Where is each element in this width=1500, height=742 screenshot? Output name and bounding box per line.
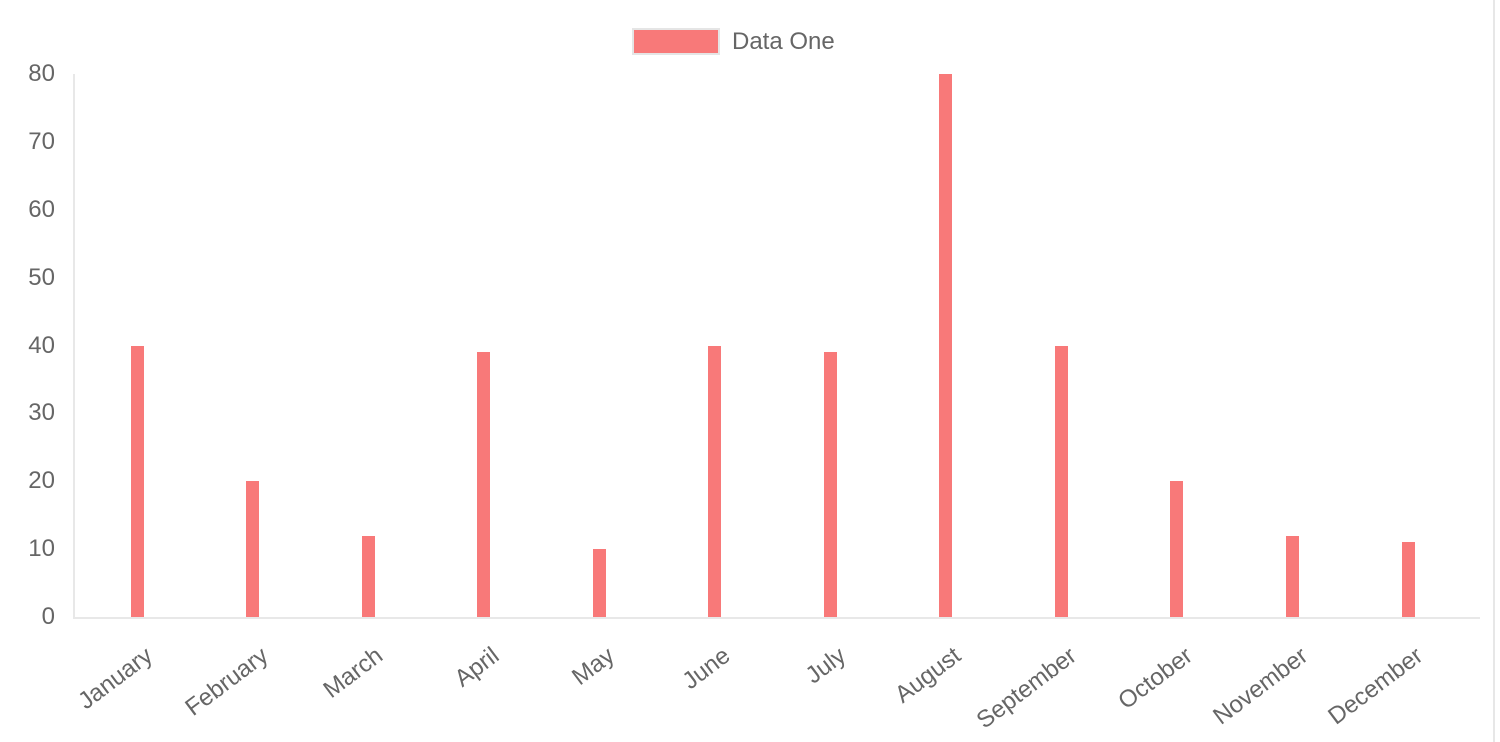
y-tick-label-0: 0 [41,603,55,630]
x-axis-label-july: July [800,642,851,690]
x-axis-label-december: December [1323,642,1429,731]
x-axis-label-september: September [971,642,1082,735]
bar-february[interactable] [246,481,260,617]
x-axis-label-november: November [1208,642,1313,731]
legend-swatch-icon [632,28,720,55]
x-axis-label-august: August [890,642,967,709]
bar-september[interactable] [1054,345,1068,617]
y-tick-label-50: 50 [28,263,55,291]
bar-june[interactable] [708,345,722,617]
container-right-border [1493,0,1495,742]
bar-october[interactable] [1170,481,1184,617]
bar-april[interactable] [477,352,491,617]
y-tick-label-20: 20 [28,467,55,495]
x-axis-label-april: April [449,642,504,693]
y-tick-label-60: 60 [28,195,55,223]
x-axis-label-may: May [566,642,620,691]
bar-august[interactable] [939,74,953,617]
y-tick-label-10: 10 [28,535,55,563]
legend-item-data-one[interactable]: Data One [632,28,835,55]
x-axis-label-march: March [318,642,389,704]
legend-label: Data One [732,28,835,55]
x-axis-label-june: June [677,642,735,695]
y-tick-label-30: 30 [28,399,55,427]
x-axis-label-october: October [1112,642,1198,715]
y-tick-label-40: 40 [28,331,55,359]
bar-january[interactable] [130,345,144,617]
bar-may[interactable] [592,549,606,617]
x-axis-line [73,617,1480,619]
x-axis-label-january: January [72,642,158,715]
bar-july[interactable] [823,352,837,617]
bar-march[interactable] [361,535,375,617]
bar-december[interactable] [1401,542,1415,617]
bar-november[interactable] [1286,535,1299,617]
y-axis-line [73,74,75,617]
x-axis-label-february: February [179,642,273,722]
y-tick-label-70: 70 [28,127,55,155]
y-tick-label-80: 80 [28,60,55,87]
